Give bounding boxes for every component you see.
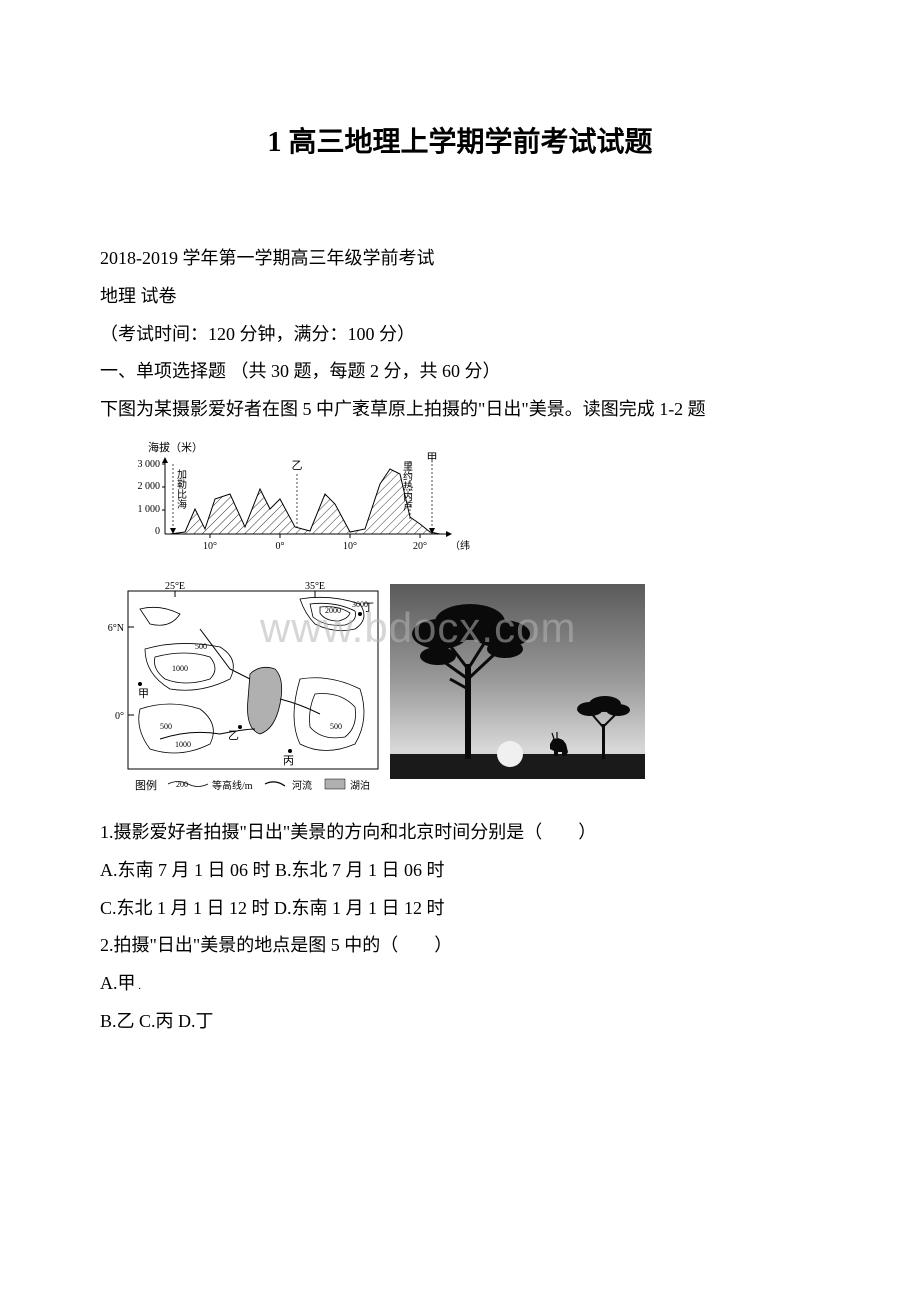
q1-options-cd: C.东北 1 月 1 日 12 时 D.东南 1 月 1 日 12 时 bbox=[100, 890, 820, 928]
legend-title: 图例 bbox=[135, 778, 157, 792]
legend-contour-sample: 200 bbox=[176, 780, 188, 789]
label-rio: 里约热内卢 bbox=[401, 461, 413, 512]
label-caribbean: 加勒比海 bbox=[175, 469, 187, 510]
point-bing: 丙 bbox=[283, 755, 294, 767]
lon-35e: 35°E bbox=[305, 581, 325, 592]
lat-0: 0° bbox=[115, 711, 124, 722]
q2-option-a: A.甲 . bbox=[100, 965, 820, 1003]
ytick-1000: 1 000 bbox=[138, 504, 161, 515]
ytick-3000: 3 000 bbox=[138, 459, 161, 470]
legend-lake: 湖泊 bbox=[350, 780, 370, 792]
x-unit: （纬度） bbox=[450, 539, 470, 552]
lat-6n: 6°N bbox=[108, 623, 124, 634]
intro-text: 下图为某摄影爱好者在图 5 中广袤草原上拍摄的"日出"美景。读图完成 1-2 题 bbox=[100, 391, 820, 429]
legend-river: 河流 bbox=[292, 779, 312, 792]
lake-shape bbox=[248, 667, 282, 734]
contour-1000b: 1000 bbox=[175, 740, 191, 749]
xtick-2: 10° bbox=[343, 541, 357, 552]
meta-line-1: 2018-2019 学年第一学期高三年级学前考试 bbox=[100, 240, 820, 278]
q1-options-ab: A.东南 7 月 1 日 06 时 B.东北 7 月 1 日 06 时 bbox=[100, 852, 820, 890]
meta-line-2: 地理 试卷 bbox=[100, 278, 820, 316]
elevation-area bbox=[170, 469, 440, 534]
point-jia: 甲 bbox=[138, 688, 149, 700]
contour-500c: 500 bbox=[330, 722, 342, 731]
content-body: 2018-2019 学年第一学期高三年级学前考试 地理 试卷 （考试时间：120… bbox=[100, 240, 820, 1041]
y-axis-title: 海拔（米） bbox=[148, 440, 203, 454]
contour-500b: 500 bbox=[160, 722, 172, 731]
contour-500a: 500 bbox=[195, 642, 207, 651]
sun-icon bbox=[497, 741, 523, 767]
xtick-0: 10° bbox=[203, 541, 217, 552]
q2-stem: 2.拍摄"日出"美景的地点是图 5 中的（ ） bbox=[100, 927, 820, 965]
meta-line-3: （考试时间：120 分钟，满分：100 分） bbox=[100, 316, 820, 354]
q2-options-bcd: B.乙 C.丙 D.丁 bbox=[100, 1003, 820, 1041]
point-yi: 乙 bbox=[228, 729, 239, 742]
figure-group: 海拔（米） 3 000 2 000 1 000 0 bbox=[100, 439, 820, 804]
label-jia-top: 甲 bbox=[427, 452, 438, 464]
label-yi: 乙 bbox=[292, 459, 303, 472]
contour-2000: 2000 bbox=[325, 606, 341, 615]
point-ding: 丁 bbox=[363, 602, 374, 614]
lon-25e: 25°E bbox=[165, 581, 185, 592]
sunrise-photo bbox=[390, 584, 645, 779]
q1-stem: 1.摄影爱好者拍摄"日出"美景的方向和北京时间分别是（ ） bbox=[100, 814, 820, 852]
contour-map: 25°E 35°E 6°N 0° bbox=[100, 579, 385, 804]
xtick-3: 20° bbox=[413, 541, 427, 552]
contour-1000a: 1000 bbox=[172, 664, 188, 673]
legend-contour: 等高线/m bbox=[212, 779, 253, 792]
ytick-2000: 2 000 bbox=[138, 481, 161, 492]
elevation-profile-chart: 海拔（米） 3 000 2 000 1 000 0 bbox=[110, 439, 470, 579]
section-heading: 一、单项选择题 （共 30 题，每题 2 分，共 60 分） bbox=[100, 353, 820, 391]
ytick-0: 0 bbox=[155, 526, 160, 537]
xtick-1: 0° bbox=[276, 541, 285, 552]
page-title: 1 高三地理上学期学前考试试题 bbox=[100, 120, 820, 160]
